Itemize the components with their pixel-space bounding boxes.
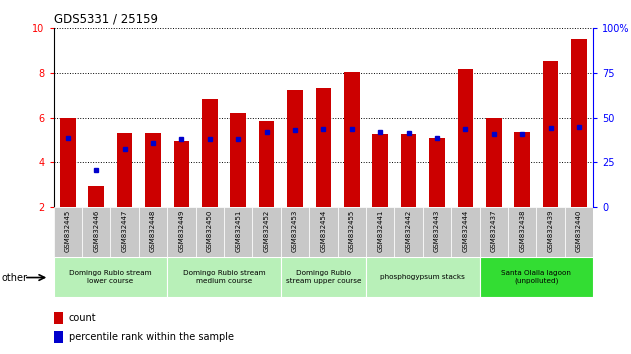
Bar — [167, 207, 196, 258]
Text: Domingo Rubio stream
medium course: Domingo Rubio stream medium course — [183, 270, 265, 284]
Text: GSM832449: GSM832449 — [179, 210, 184, 252]
Text: GSM832442: GSM832442 — [406, 210, 411, 252]
Text: count: count — [69, 313, 97, 323]
Text: Domingo Rubio
stream upper course: Domingo Rubio stream upper course — [286, 270, 361, 284]
Text: GSM832444: GSM832444 — [463, 210, 468, 252]
Text: GSM832445: GSM832445 — [65, 210, 71, 252]
Text: GSM832455: GSM832455 — [349, 210, 355, 252]
Bar — [202, 99, 218, 207]
Bar — [366, 207, 394, 258]
Bar — [543, 61, 558, 207]
Bar — [565, 207, 593, 258]
Text: GSM832447: GSM832447 — [122, 210, 127, 252]
Bar — [429, 138, 445, 207]
Text: GSM832448: GSM832448 — [150, 210, 156, 252]
Text: GSM832451: GSM832451 — [235, 210, 241, 252]
Bar — [110, 207, 139, 258]
Bar — [54, 257, 167, 297]
Bar — [60, 118, 76, 207]
Bar — [451, 207, 480, 258]
Bar — [54, 207, 82, 258]
Text: Domingo Rubio stream
lower course: Domingo Rubio stream lower course — [69, 270, 151, 284]
Bar — [54, 331, 63, 343]
Bar — [394, 207, 423, 258]
Text: GSM832450: GSM832450 — [207, 210, 213, 252]
Bar — [287, 90, 303, 207]
Text: GSM832437: GSM832437 — [491, 210, 497, 252]
Text: GSM832438: GSM832438 — [519, 210, 525, 252]
Bar — [508, 207, 536, 258]
Bar — [536, 207, 565, 258]
Bar — [486, 118, 502, 207]
Bar — [82, 207, 110, 258]
Text: phosphogypsum stacks: phosphogypsum stacks — [380, 274, 465, 280]
Bar — [230, 113, 246, 207]
Bar — [423, 207, 451, 258]
Bar — [457, 69, 473, 207]
Bar — [514, 132, 530, 207]
Text: GDS5331 / 25159: GDS5331 / 25159 — [54, 12, 158, 25]
Bar — [252, 207, 281, 258]
Bar — [88, 186, 104, 207]
Bar — [281, 257, 366, 297]
Bar — [139, 207, 167, 258]
Text: GSM832441: GSM832441 — [377, 210, 383, 252]
Bar — [344, 72, 360, 207]
Text: GSM832446: GSM832446 — [93, 210, 99, 252]
Text: other: other — [2, 273, 28, 283]
Text: GSM832452: GSM832452 — [264, 210, 269, 252]
Bar — [316, 87, 331, 207]
Text: percentile rank within the sample: percentile rank within the sample — [69, 332, 234, 342]
Bar — [571, 40, 587, 207]
Bar — [224, 207, 252, 258]
Bar — [145, 133, 161, 207]
Bar — [117, 133, 133, 207]
Bar — [196, 207, 224, 258]
Bar — [174, 141, 189, 207]
Text: GSM832443: GSM832443 — [434, 210, 440, 252]
Text: Santa Olalla lagoon
(unpolluted): Santa Olalla lagoon (unpolluted) — [502, 270, 571, 284]
Bar — [281, 207, 309, 258]
Text: GSM832440: GSM832440 — [576, 210, 582, 252]
Text: GSM832453: GSM832453 — [292, 210, 298, 252]
Text: GSM832454: GSM832454 — [321, 210, 326, 252]
Bar — [259, 121, 274, 207]
Bar — [338, 207, 366, 258]
Bar — [480, 207, 508, 258]
Text: GSM832439: GSM832439 — [548, 210, 553, 252]
Bar — [366, 257, 480, 297]
Bar — [372, 135, 388, 207]
Bar — [401, 135, 416, 207]
Bar — [167, 257, 281, 297]
Bar — [54, 312, 63, 324]
Bar — [480, 257, 593, 297]
Bar — [309, 207, 338, 258]
